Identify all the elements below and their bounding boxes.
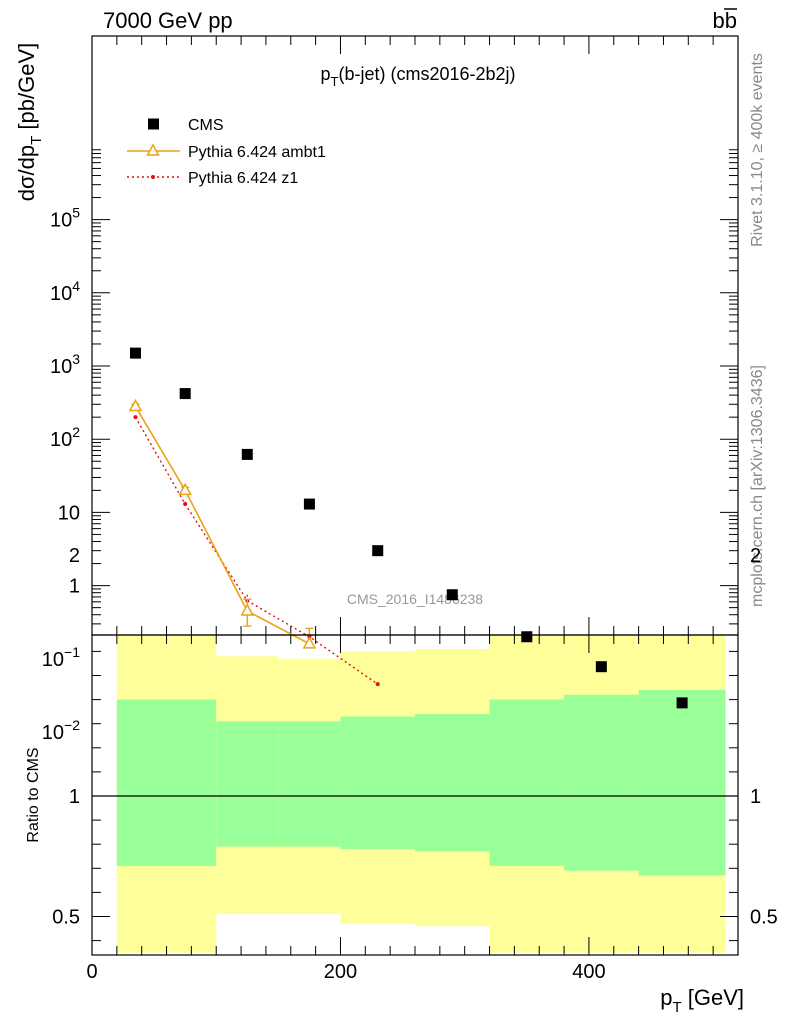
ratio-band-green	[116, 699, 217, 866]
ratio-band-green	[638, 689, 726, 876]
legend-entry: Pythia 6.424 ambt1	[127, 143, 326, 161]
upper-y-tick-label: 105	[50, 205, 80, 232]
z1-point	[133, 415, 138, 420]
lower-y-tick-label-left: 0.5	[52, 907, 80, 929]
lower-y-tick-label-right: 2	[750, 545, 761, 567]
cms-point	[372, 545, 384, 557]
data-series	[128, 347, 688, 709]
legend-label: Pythia 6.424 z1	[188, 170, 298, 187]
ambt1-point	[240, 603, 255, 616]
cms-point	[129, 347, 141, 359]
cms-point	[241, 448, 253, 460]
x-axis-label: pT [GeV]	[660, 985, 744, 1016]
ratio-band-green	[564, 694, 639, 871]
lower-y-tick-label-right: 1	[750, 786, 761, 808]
rivet-version-text: Rivet 3.1.10, ≥ 400k events	[749, 53, 766, 247]
upper-y-tick-label: 104	[50, 278, 80, 305]
cms-point	[676, 697, 688, 709]
cms-point	[521, 631, 533, 643]
z1-point	[183, 502, 188, 507]
upper-y-tick-label: 1	[69, 576, 80, 598]
ambt1-point	[302, 636, 317, 649]
lower-y-tick-label-left: 2	[69, 545, 80, 567]
energy-label: 7000 GeV pp	[103, 8, 233, 33]
upper-y-tick-label: 10−2	[42, 717, 80, 744]
lower-plot-frame	[91, 634, 739, 956]
cms-point	[446, 589, 458, 601]
legend-label: CMS	[188, 117, 224, 134]
ratio-band-green	[278, 721, 341, 847]
analysis-watermark: CMS_2016_I1486238	[347, 591, 483, 607]
legend-entry: Pythia 6.424 z1	[127, 170, 298, 187]
x-tick-label: 400	[572, 961, 605, 983]
plot-title: pT(b-jet) (cms2016-2b2j)	[320, 64, 515, 89]
upper-y-tick-label: 10	[58, 502, 80, 524]
cms-point	[179, 388, 191, 400]
x-tick-label: 0	[86, 961, 97, 983]
upper-y-axis-label: dσ/dpT [pb/GeV]	[14, 43, 45, 202]
legend-marker-z1	[151, 175, 155, 179]
series-cms	[129, 347, 688, 709]
z1-point	[375, 682, 380, 687]
ambt1-point	[178, 482, 192, 496]
lower-y-tick-label-left: 1	[69, 786, 80, 808]
legend: CMS Pythia 6.424 ambt1 Pythia 6.424 z1	[127, 117, 326, 187]
upper-y-tick-label: 103	[50, 351, 80, 378]
legend-marker-cms	[148, 118, 159, 130]
x-tick-label: 200	[324, 961, 357, 983]
cms-point	[303, 498, 315, 510]
series-pythia-ambt1	[128, 398, 317, 649]
legend-marker-ambt1	[146, 143, 160, 156]
upper-y-tick-label: 10−1	[42, 644, 80, 671]
lower-y-tick-label-right: 0.5	[750, 907, 778, 929]
legend-label: Pythia 6.424 ambt1	[188, 144, 326, 161]
cms-point	[595, 661, 607, 673]
mcplots-reference-text: mcplots.cern.ch [arXiv:1306.3436]	[749, 365, 766, 607]
ratio-band-green	[489, 699, 565, 866]
ambt1-line	[134, 406, 310, 645]
ratio-band-green	[415, 714, 490, 852]
upper-y-tick-label: 102	[50, 424, 80, 451]
lower-y-axis-label: Ratio to CMS	[25, 747, 42, 842]
process-label: bb	[713, 8, 737, 33]
ratio-uncertainty-bands	[116, 635, 726, 953]
ambt1-point	[128, 398, 143, 412]
legend-entry: CMS	[148, 117, 224, 134]
ratio-band-green	[340, 716, 415, 850]
ratio-band-green	[216, 721, 279, 847]
